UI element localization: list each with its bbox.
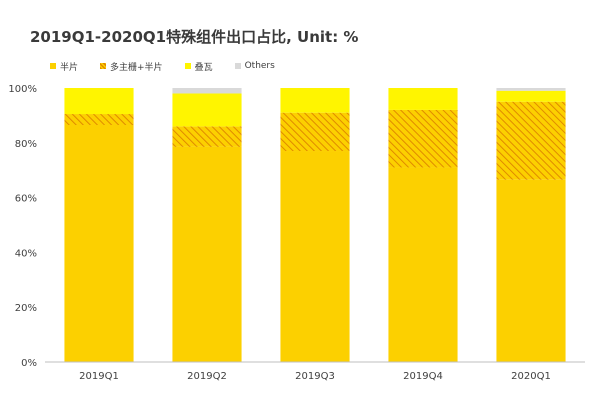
bar-2020Q1-series-1 [496,101,566,180]
bar-2019Q2-series-2 [172,93,242,127]
legend-item-1: 多主栅+半片 [100,60,163,73]
legend-label-3: Others [244,61,275,71]
bar-2019Q1-series-2 [64,88,134,115]
y-tick-label: 60% [15,194,37,205]
bar-2019Q4-series-1 [388,109,458,168]
x-tick-label: 2019Q1 [79,371,119,382]
bar-2020Q1-series-3 [496,88,566,91]
bars-group [64,88,566,363]
legend-swatch-3 [234,63,241,69]
legend-swatch-2 [184,63,191,69]
chart-title: 2019Q1-2020Q1特殊组件出口占比, Unit: % [30,28,359,46]
y-tick-label: 0% [21,358,37,369]
bar-2019Q2-series-3 [172,88,242,94]
bar-2019Q4-series-2 [388,88,458,110]
legend-label-0: 半片 [60,62,79,73]
legend-item-2: 叠瓦 [184,60,213,73]
y-tick-label: 80% [15,139,37,150]
legend-item-3: Others [234,61,275,71]
x-axis: 2019Q1 2019Q2 2019Q3 2019Q4 2020Q1 [45,361,585,382]
y-tick-label: 100% [8,84,37,95]
legend: 半片 多主栅+半片 叠瓦 Others [50,58,297,74]
y-axis: 0% 20% 40% 60% 80% 100% [8,84,37,369]
legend-label-2: 叠瓦 [194,62,213,73]
x-tick-label: 2019Q2 [187,371,227,382]
bar-2019Q3-series-2 [280,88,350,113]
legend-item-0: 半片 [50,60,78,73]
x-tick-label: 2019Q3 [295,371,335,382]
y-tick-label: 40% [15,248,37,259]
bar-2019Q4-series-0 [388,167,458,362]
bar-2020Q1-series-2 [496,90,566,102]
legend-swatch-0 [50,63,56,69]
bar-2019Q3-series-0 [280,151,350,362]
bar-2019Q1-series-0 [64,124,134,363]
bar-2020Q1-series-0 [496,179,566,362]
bar-2019Q2-series-0 [172,146,242,362]
legend-label-1: 多主栅+半片 [110,62,163,73]
bar-2019Q1-series-1 [64,114,134,125]
x-tick-label: 2020Q1 [511,371,551,382]
bar-2019Q2-series-1 [172,126,242,147]
legend-swatch-1 [100,63,107,69]
bar-2019Q3-series-1 [280,112,350,152]
y-tick-label: 20% [15,303,37,314]
x-tick-label: 2019Q4 [403,371,443,382]
